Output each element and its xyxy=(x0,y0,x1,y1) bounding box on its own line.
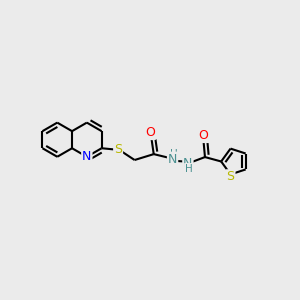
Text: S: S xyxy=(226,170,235,183)
Text: O: O xyxy=(199,129,208,142)
Text: N: N xyxy=(168,153,177,166)
Text: S: S xyxy=(114,143,122,156)
Text: N: N xyxy=(183,157,193,170)
Text: H: H xyxy=(169,149,177,159)
Text: N: N xyxy=(82,150,92,163)
Text: O: O xyxy=(145,126,155,139)
Text: H: H xyxy=(185,164,193,174)
